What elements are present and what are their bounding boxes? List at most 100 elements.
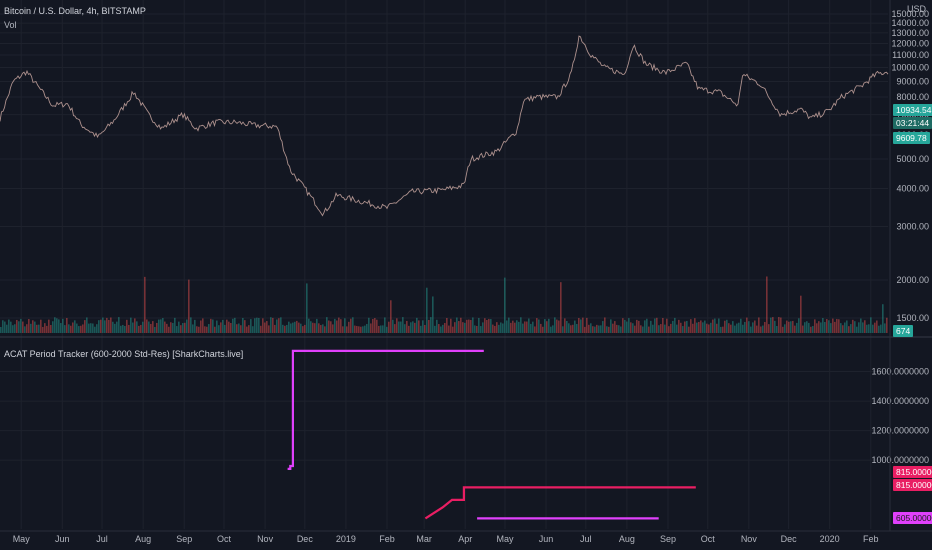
volume-bar — [18, 321, 20, 333]
grid — [0, 0, 888, 529]
volume-bar — [690, 319, 692, 333]
volume-bar — [364, 325, 366, 333]
volume-bar — [432, 296, 434, 333]
volume-bar — [868, 324, 870, 333]
volume-bar — [214, 326, 216, 333]
symbol-title[interactable]: Bitcoin / U.S. Dollar, 4h, BITSTAMP — [4, 6, 146, 16]
volume-bar — [572, 324, 574, 333]
volume-bar — [400, 321, 402, 333]
volume-bar — [178, 321, 180, 333]
indicator-tick-label: 1400.0000000 — [871, 396, 929, 406]
volume-bar — [260, 325, 262, 333]
volume-bar — [128, 324, 130, 333]
volume-bar — [238, 323, 240, 333]
volume-bar — [622, 318, 624, 333]
volume-bar — [276, 319, 278, 333]
volume-bar — [454, 322, 456, 333]
volume-bar — [478, 318, 480, 333]
volume-bar — [682, 326, 684, 333]
volume-bar — [452, 326, 454, 333]
volume-bar — [154, 326, 156, 333]
volume-bar — [390, 300, 392, 333]
volume-bar — [212, 319, 214, 333]
volume-bar — [236, 324, 238, 333]
volume-bar — [758, 317, 760, 333]
volume-bar — [470, 319, 472, 333]
volume-bar — [582, 317, 584, 333]
indicator-title[interactable]: ACAT Period Tracker (600-2000 Std-Res) [… — [4, 349, 244, 359]
volume-bar — [514, 322, 516, 333]
volume-bar — [118, 317, 120, 333]
volume-bar — [54, 317, 56, 333]
price-tick-label: 15000.00 — [891, 9, 929, 19]
price-tick-label: 13000.00 — [891, 28, 929, 38]
volume-bar — [536, 318, 538, 333]
volume-bar — [658, 325, 660, 333]
time-tick-label: Nov — [257, 534, 274, 544]
volume-bar — [296, 320, 298, 333]
indicator-line — [287, 349, 484, 470]
volume-bar — [96, 324, 98, 333]
volume-bar — [160, 319, 162, 333]
volume-bar — [48, 319, 50, 333]
volume-bar — [132, 322, 134, 333]
volume-bar — [310, 321, 312, 333]
volume-bar — [104, 320, 106, 333]
volume-bar — [848, 326, 850, 333]
volume-bar — [222, 319, 224, 333]
volume-bar — [772, 317, 774, 333]
volume-bar — [564, 318, 566, 333]
price-tick-label: 12000.00 — [891, 38, 929, 48]
volume-bar — [34, 321, 36, 333]
volume-bar — [660, 324, 662, 333]
time-tick-label: 2019 — [336, 534, 356, 544]
volume-bar — [442, 324, 444, 333]
volume-bar — [316, 318, 318, 333]
volume-bar — [748, 321, 750, 333]
volume-bar — [664, 324, 666, 333]
volume-bar — [64, 325, 66, 333]
volume-bar — [32, 320, 34, 333]
volume-bar — [194, 319, 196, 333]
volume-bar — [202, 318, 204, 333]
volume-bar — [504, 277, 506, 333]
volume-bar — [652, 324, 654, 333]
volume-bar — [692, 323, 694, 333]
volume-bar — [782, 326, 784, 333]
volume-bar — [284, 325, 286, 333]
volume-bar — [874, 322, 876, 333]
volume-bar — [802, 325, 804, 333]
volume-bar — [278, 318, 280, 333]
volume-bar — [810, 326, 812, 333]
volume-bar — [796, 322, 798, 333]
volume-title[interactable]: Vol — [4, 20, 17, 30]
volume-bar — [264, 322, 266, 333]
volume-bar — [858, 322, 860, 333]
volume-bar — [330, 321, 332, 333]
volume-bar — [744, 321, 746, 333]
price-tick-label: 2000.00 — [896, 275, 929, 285]
volume-bar — [662, 317, 664, 333]
volume-bar — [472, 317, 474, 333]
volume-bar — [102, 317, 104, 333]
volume-bar — [208, 324, 210, 333]
volume-bar — [494, 325, 496, 333]
volume-bar — [248, 325, 250, 333]
volume-bar — [742, 324, 744, 333]
volume-bar — [718, 318, 720, 333]
volume-bar — [192, 324, 194, 333]
volume-bar — [672, 320, 674, 333]
volume-bar — [90, 323, 92, 333]
volume-bar — [488, 318, 490, 333]
volume-bar — [156, 322, 158, 333]
volume-bar — [412, 321, 414, 333]
volume-bar — [38, 324, 40, 333]
time-tick-label: Oct — [701, 534, 716, 544]
volume-bar — [800, 295, 802, 333]
volume-bar — [370, 323, 372, 333]
volume-bar — [176, 326, 178, 333]
volume-bar — [542, 326, 544, 333]
volume-bar — [852, 319, 854, 333]
volume-bar — [232, 318, 234, 333]
